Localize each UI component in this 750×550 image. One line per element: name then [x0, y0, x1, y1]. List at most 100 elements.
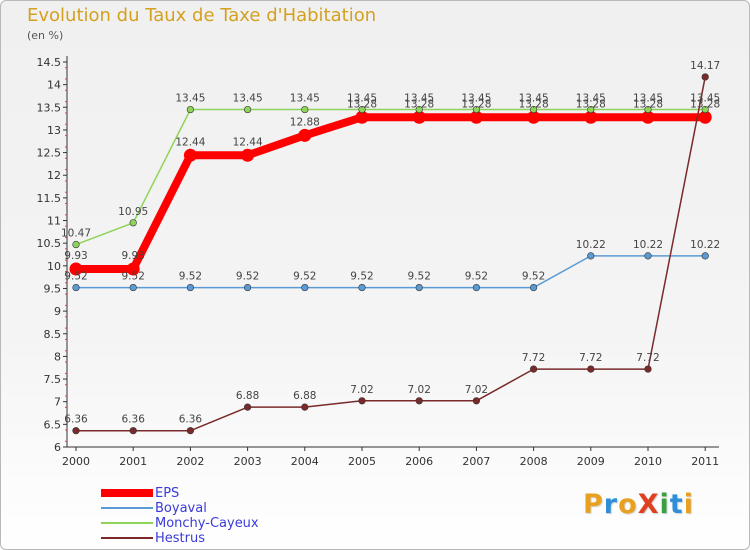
data-point-monchy-cayeux — [644, 105, 652, 114]
proxiti-logo: ProXiti — [583, 489, 694, 520]
y-tick-label: 9 — [54, 305, 61, 318]
series-line-monchy-cayeux — [75, 108, 706, 246]
data-point-boyaval — [301, 283, 309, 292]
data-point-hestrus — [129, 427, 137, 435]
data-label-monchy-cayeux: 13.45 — [404, 93, 434, 105]
data-point-monchy-cayeux — [358, 105, 366, 114]
y-tick-label: 11.5 — [37, 192, 62, 205]
data-label-boyaval: 9.52 — [236, 271, 259, 283]
data-point-boyaval — [415, 283, 423, 292]
x-tick-label: 2002 — [176, 455, 204, 468]
data-point-eps — [241, 148, 255, 162]
legend-label-monchy-cayeux: Monchy-Cayeux — [155, 516, 259, 531]
data-point-boyaval — [644, 252, 652, 260]
axes: 6 6.5 7 7.5 8 8.5 9 9.5 10 10.5 11 11.5 12 12.5 13 13.5… — [37, 56, 719, 468]
data-label-eps: 13.28 — [576, 98, 606, 110]
data-point-eps — [412, 110, 426, 124]
logo-letter: t — [669, 489, 684, 520]
data-label-hestrus: 7.02 — [408, 384, 431, 396]
data-label-eps: 13.28 — [461, 98, 491, 110]
legend-label-boyaval: Boyaval — [155, 501, 207, 516]
y-tick-label: 14 — [47, 79, 61, 92]
data-point-eps — [183, 148, 197, 162]
data-point-monchy-cayeux — [529, 105, 538, 114]
data-point-eps — [126, 262, 140, 276]
data-label-boyaval: 10.22 — [633, 239, 663, 251]
data-point-hestrus — [415, 397, 423, 405]
data-point-boyaval — [129, 283, 137, 292]
data-label-eps: 13.28 — [404, 98, 434, 110]
y-tick-label: 10.5 — [37, 237, 62, 250]
legend-swatch-hestrus — [101, 537, 153, 539]
data-point-monchy-cayeux — [129, 219, 137, 227]
y-tick-label: 14.5 — [37, 56, 62, 69]
data-point-boyaval — [244, 283, 252, 292]
data-point-monchy-cayeux — [301, 105, 309, 114]
data-label-boyaval: 9.52 — [293, 271, 316, 283]
data-label-eps: 9.93 — [64, 250, 87, 262]
data-point-eps — [69, 262, 83, 276]
y-tick-label: 6.5 — [44, 418, 62, 431]
x-tick-label: 2007 — [462, 455, 490, 468]
y-tick-label: 11 — [47, 215, 61, 228]
data-point-hestrus — [472, 397, 481, 405]
data-label-monchy-cayeux: 13.45 — [347, 93, 377, 105]
data-point-eps — [469, 110, 483, 124]
x-tick-label: 2010 — [634, 455, 662, 468]
data-point-hestrus — [644, 365, 652, 373]
x-tick-label: 2011 — [691, 455, 719, 468]
data-label-monchy-cayeux: 13.45 — [461, 93, 491, 105]
data-point-boyaval — [701, 252, 709, 260]
x-tick-label: 2006 — [405, 455, 433, 468]
y-tick-label: 8 — [54, 350, 61, 363]
data-label-boyaval: 9.52 — [465, 271, 488, 283]
data-point-hestrus — [244, 403, 252, 411]
data-point-hestrus — [301, 403, 309, 411]
data-label-monchy-cayeux: 13.45 — [576, 93, 606, 105]
y-tick-label: 7.5 — [44, 373, 62, 386]
data-point-hestrus — [701, 73, 709, 81]
data-label-hestrus: 6.36 — [179, 414, 203, 426]
data-label-hestrus: 7.72 — [579, 352, 602, 364]
data-point-boyaval — [587, 252, 595, 260]
data-point-monchy-cayeux — [701, 105, 709, 114]
data-label-monchy-cayeux: 13.45 — [633, 93, 663, 105]
data-label-eps: 12.44 — [175, 136, 205, 148]
series-lines — [69, 73, 712, 435]
chart-title: Evolution du Taux de Taxe d'Habitation — [27, 5, 377, 26]
data-point-eps — [298, 128, 312, 142]
data-point-boyaval — [358, 283, 366, 292]
y-tick-label: 13 — [47, 124, 61, 137]
logo-letter: r — [603, 489, 619, 520]
data-label-boyaval: 9.52 — [350, 271, 373, 283]
y-tick-label: 12 — [47, 169, 61, 182]
y-tick-label: 6 — [54, 441, 61, 454]
legend-swatch-monchy-cayeux — [101, 522, 153, 524]
series-line-eps — [72, 113, 710, 273]
data-point-hestrus — [358, 397, 366, 405]
data-label-monchy-cayeux: 13.45 — [519, 93, 549, 105]
x-tick-label: 2008 — [520, 455, 548, 468]
data-label-monchy-cayeux: 13.45 — [175, 93, 205, 105]
data-label-monchy-cayeux: 13.45 — [290, 93, 320, 105]
data-point-hestrus — [186, 427, 194, 435]
data-label-monchy-cayeux: 13.45 — [233, 93, 263, 105]
data-point-eps — [584, 110, 598, 124]
data-label-monchy-cayeux: 13.45 — [690, 93, 720, 105]
data-label-boyaval: 9.52 — [522, 271, 545, 283]
y-tick-label: 8.5 — [44, 328, 62, 341]
data-label-boyaval: 9.52 — [408, 271, 431, 283]
x-tick-label: 2005 — [348, 455, 376, 468]
logo-letter: P — [583, 489, 604, 520]
data-label-hestrus: 6.88 — [293, 390, 316, 402]
y-tick-label: 10 — [47, 260, 61, 273]
data-label-hestrus: 6.88 — [236, 390, 259, 402]
data-label-monchy-cayeux: 10.95 — [118, 206, 148, 218]
data-label-eps: 13.28 — [633, 98, 663, 110]
data-label-monchy-cayeux: 10.47 — [61, 228, 91, 240]
legend-swatch-eps — [101, 489, 153, 497]
logo-letter: o — [618, 489, 638, 520]
data-point-boyaval — [186, 283, 194, 292]
data-point-monchy-cayeux — [186, 105, 194, 114]
